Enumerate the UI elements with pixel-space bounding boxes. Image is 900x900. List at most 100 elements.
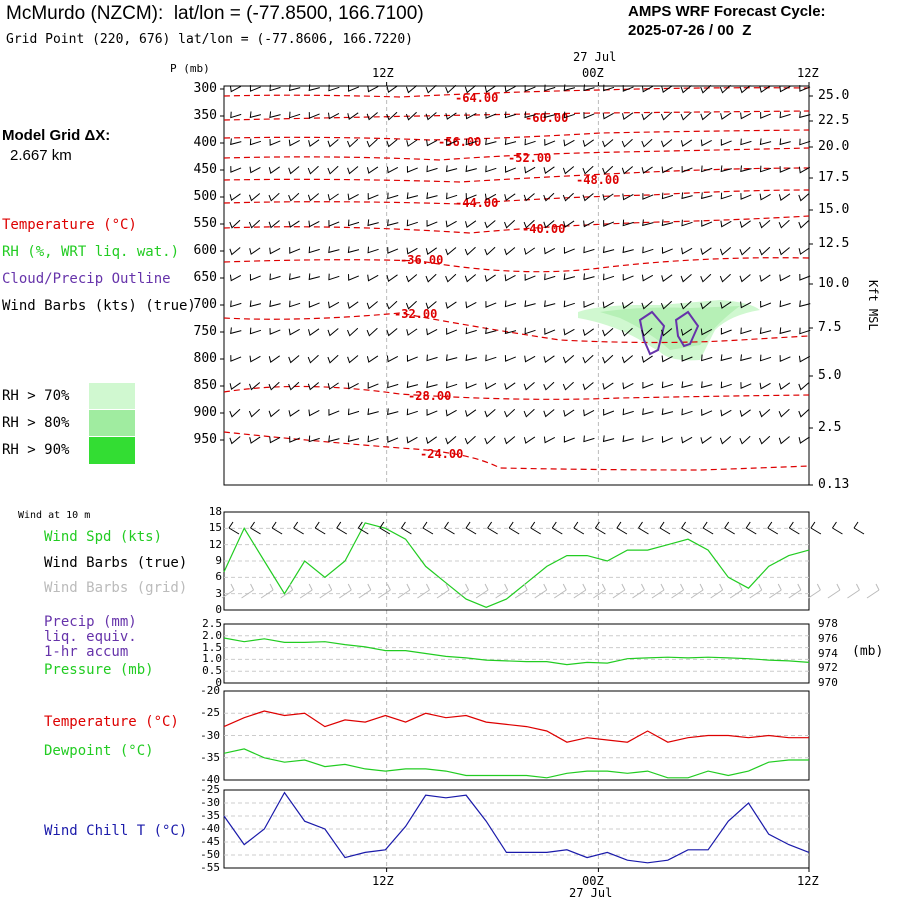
pressure-tick-650: 650 [193, 270, 217, 285]
wind-barb [249, 436, 261, 444]
wind-barb [602, 246, 615, 254]
wind-barb [759, 85, 771, 93]
wind-barb [425, 247, 437, 256]
wind-barb [249, 247, 261, 255]
wind-barb [740, 138, 752, 146]
wind-barb [602, 354, 614, 364]
rh70-swatch [89, 383, 135, 409]
grid-wind-barb [632, 583, 645, 599]
wind-barb [798, 247, 810, 255]
main-chart-frame [223, 85, 810, 486]
legend-cloud: Cloud/Precip Outline [2, 271, 171, 287]
wind-barb [759, 193, 771, 201]
wind-barb [387, 192, 399, 200]
isotherm-line [223, 215, 810, 234]
wind-barb [406, 192, 419, 200]
height-tick-5_0: 5.0 [818, 368, 842, 383]
wind-barb [405, 111, 417, 121]
wind-barb [759, 354, 772, 362]
wind-barb [562, 355, 575, 364]
pressure-tick-974: 974 [818, 646, 838, 660]
isotherm-line [223, 312, 810, 344]
isotherm-label: -60.00 [525, 111, 568, 125]
wind-barb [524, 300, 536, 308]
wind-barb [681, 166, 693, 173]
wind-barb [425, 84, 437, 94]
wind-barb [799, 111, 811, 119]
wind-barb [465, 138, 477, 146]
wind-barb [798, 436, 810, 444]
wind-barb [661, 355, 673, 363]
bottom-date-label: 27 Jul [569, 886, 613, 900]
wind-barb [562, 166, 575, 175]
wind-barb [307, 193, 320, 202]
wind-barb [504, 355, 516, 362]
grid-wind-barb [358, 583, 372, 599]
isotherm-line [223, 257, 810, 273]
wind-barb [386, 355, 399, 363]
wind-barb [464, 274, 477, 283]
wind-barb [642, 193, 654, 200]
wind-barb [622, 382, 634, 390]
wind-barb [543, 355, 555, 364]
isotherm-line [223, 189, 810, 205]
wind-barb [543, 436, 556, 444]
wind-barb [701, 409, 713, 416]
wind-barb [740, 327, 752, 335]
wind-barb [622, 274, 634, 281]
wind-barb [524, 327, 536, 335]
wind-barb [327, 139, 339, 148]
wind-barb [523, 408, 535, 418]
isotherm-label: -52.00 [508, 151, 551, 165]
pressure-tick-976: 976 [818, 631, 838, 645]
true-wind-barb [465, 521, 477, 535]
wind-barb [740, 301, 752, 309]
wind-barb [799, 138, 811, 146]
true-wind-barb [487, 521, 498, 535]
wind-barb [583, 112, 595, 119]
grid-wind-barb [319, 583, 333, 599]
wind-barb [269, 436, 281, 444]
wind-barb [445, 436, 457, 445]
wind-barb [739, 409, 751, 418]
wind-barb [386, 111, 398, 121]
wind-barb [347, 246, 360, 254]
wind-barb [798, 193, 810, 202]
true-wind-barb [616, 521, 628, 535]
wind-barb [700, 436, 712, 445]
isotherm-label: -44.00 [455, 196, 498, 210]
true-wind-barb [314, 521, 326, 535]
precip-tick-2_0: 2.0 [202, 628, 222, 642]
wind-barb [484, 382, 497, 390]
wind-barb [739, 246, 751, 256]
isotherm-label: -36.00 [400, 253, 443, 267]
pressure-tick-550: 550 [193, 216, 217, 231]
wind-barb [406, 247, 418, 255]
wind-barb [563, 300, 575, 308]
grid-wind-barb [671, 583, 684, 599]
wind-barb [484, 85, 496, 93]
wind-barb [288, 328, 300, 336]
wind-barb [563, 247, 575, 254]
wind-barb [798, 219, 810, 229]
wind-barb [249, 355, 261, 363]
wind-barb [544, 300, 556, 308]
wind-barb [759, 220, 771, 229]
wind-barb [621, 327, 633, 337]
wind-barb [583, 409, 595, 417]
pressure-unit-label: (mb) [852, 644, 884, 659]
wind-barb [778, 408, 790, 418]
wind-barb [602, 435, 615, 443]
wind-barb [523, 382, 535, 391]
wind-barb [799, 273, 811, 281]
wind-barb [484, 435, 496, 445]
wind-barb [347, 193, 359, 201]
wind-barb [700, 84, 712, 94]
wind-barb [465, 193, 477, 200]
true-wind-barb [250, 521, 261, 535]
wind-barb [720, 192, 732, 200]
wind-barb [347, 382, 359, 390]
wind-barb [347, 112, 359, 121]
wind-barb [759, 382, 771, 390]
wind-barb [543, 381, 555, 391]
